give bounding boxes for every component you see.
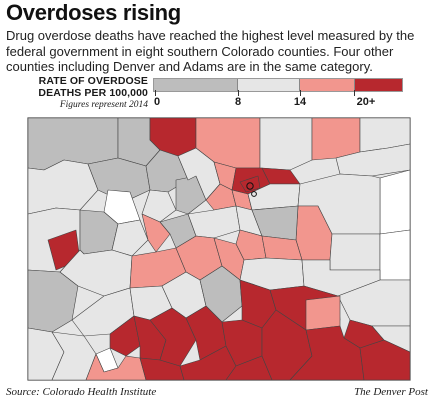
county-la-plata-north (109, 315, 141, 357)
legend-tick-label: 20+ (356, 96, 376, 108)
page-subtitle: Drug overdose deaths have reached the hi… (6, 28, 415, 74)
legend-tick-label: 0 (153, 96, 161, 108)
county-eagle (141, 189, 177, 223)
legend-title: RATE OF OVERDOSE DEATHS PER 100,000 (38, 75, 148, 99)
legend-bin-8-14 (237, 79, 301, 91)
colorado-county-map (0, 110, 436, 386)
county-cheyenne (379, 229, 411, 281)
legend-tick-label: 14 (293, 96, 307, 108)
legend-bin-20-plus (354, 79, 402, 91)
legend-bin-14-20 (300, 79, 355, 91)
county-shapes (27, 117, 411, 381)
county-rio-grande (149, 307, 197, 367)
legend-tick (300, 90, 301, 96)
legend-tick (238, 90, 239, 96)
county-weld (259, 117, 313, 171)
legend-color-bar (153, 78, 403, 92)
county-lincoln (329, 233, 381, 271)
county-denver (239, 175, 261, 193)
page-title: Overdoses rising (6, 0, 181, 25)
county-lake (141, 213, 171, 253)
publisher-credit: The Denver Post (354, 386, 428, 398)
county-pitkin (111, 219, 149, 257)
legend-bin-0-8 (154, 79, 238, 91)
county-kit-carson (379, 169, 411, 235)
legend-note: Figures represent 2014 (59, 100, 148, 110)
county-baca (359, 339, 411, 381)
legend-tick-label: 8 (234, 96, 242, 108)
legend-tick (354, 90, 355, 96)
county-broomfield (246, 182, 254, 190)
source-credit: Source: Colorado Health Institute (6, 386, 157, 398)
county-otero-east (305, 295, 341, 331)
county-map-svg (27, 117, 411, 381)
county-denver-inset (251, 191, 257, 197)
legend-tick (155, 90, 156, 96)
